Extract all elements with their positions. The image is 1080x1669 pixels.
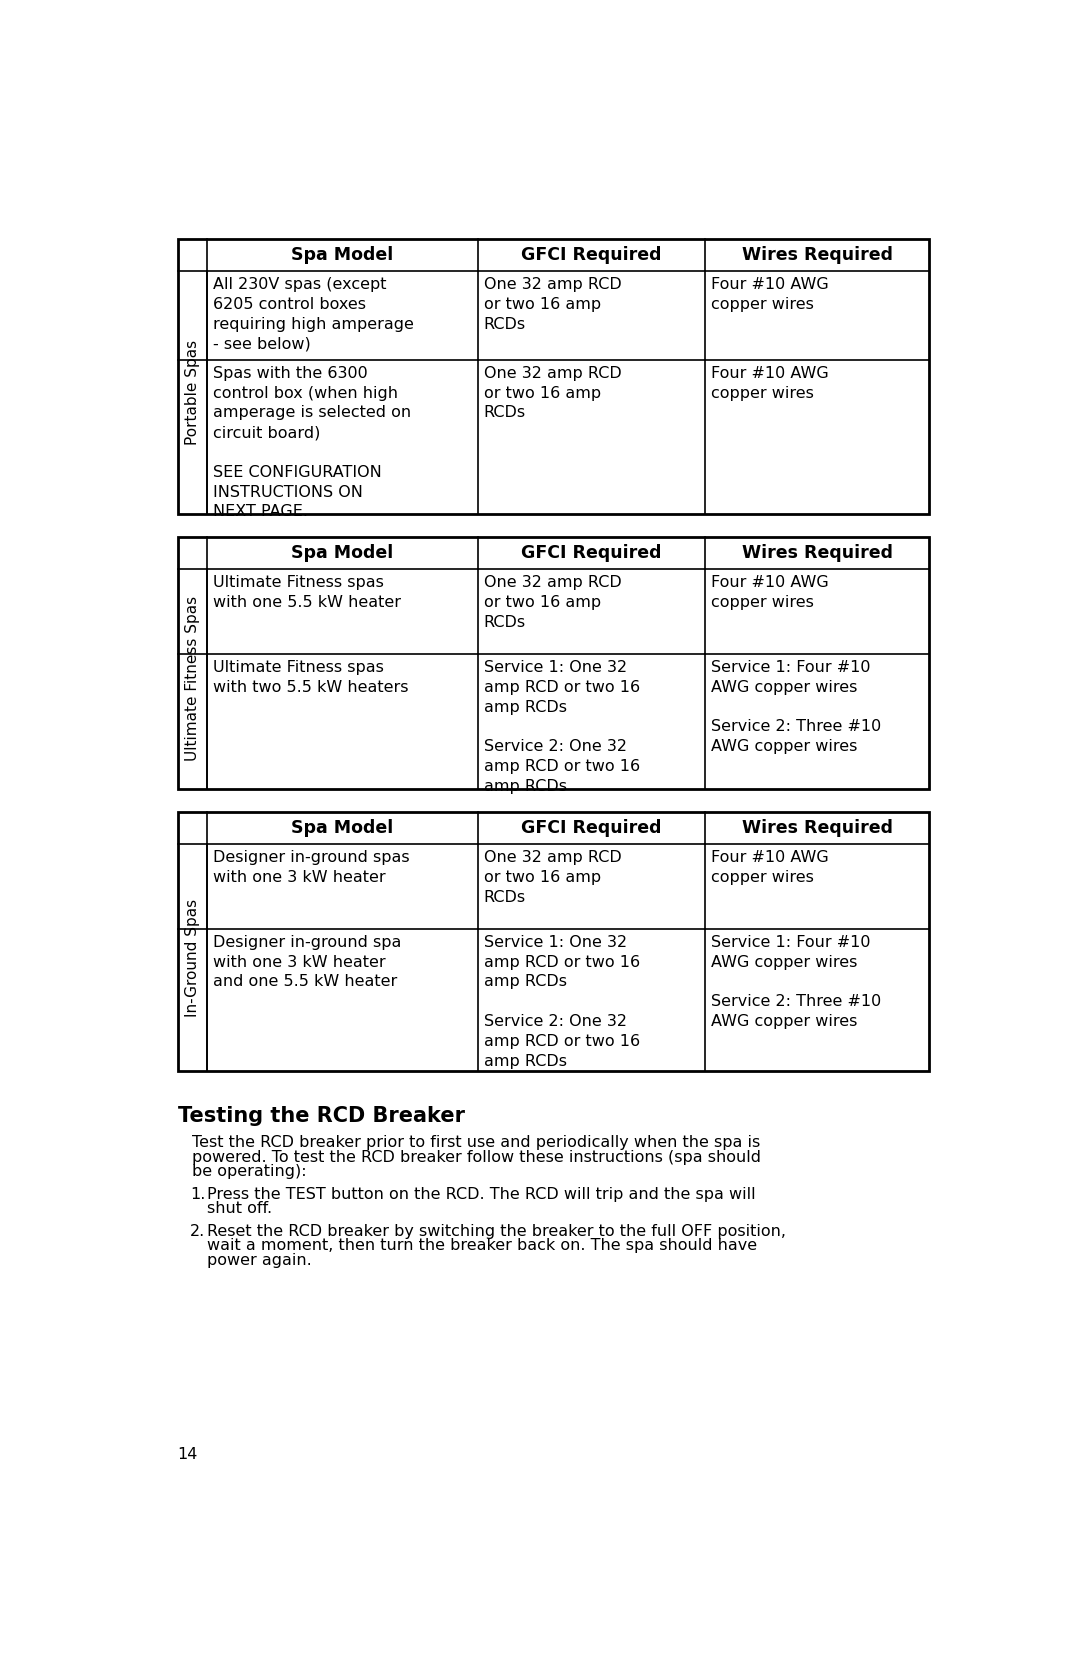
- Text: Wires Required: Wires Required: [742, 544, 892, 562]
- Bar: [177, 811, 930, 1071]
- Text: Four #10 AWG
copper wires: Four #10 AWG copper wires: [711, 277, 828, 312]
- Text: All 230V spas (except
6205 control boxes
requiring high amperage
- see below): All 230V spas (except 6205 control boxes…: [213, 277, 414, 352]
- Text: powered. To test the RCD breaker follow these instructions (spa should: powered. To test the RCD breaker follow …: [191, 1150, 760, 1165]
- Text: Ultimate Fitness spas
with two 5.5 kW heaters: Ultimate Fitness spas with two 5.5 kW he…: [213, 659, 408, 694]
- Text: 14: 14: [177, 1447, 198, 1462]
- Text: Spa Model: Spa Model: [292, 245, 393, 264]
- Bar: [177, 239, 930, 514]
- Text: One 32 amp RCD
or two 16 amp
RCDs: One 32 amp RCD or two 16 amp RCDs: [484, 366, 621, 421]
- Text: Service 1: One 32
amp RCD or two 16
amp RCDs

Service 2: One 32
amp RCD or two 1: Service 1: One 32 amp RCD or two 16 amp …: [484, 659, 639, 794]
- Text: Ultimate Fitness spas
with one 5.5 kW heater: Ultimate Fitness spas with one 5.5 kW he…: [213, 576, 402, 611]
- Text: Ultimate Fitness Spas: Ultimate Fitness Spas: [185, 596, 200, 761]
- Text: Spa Model: Spa Model: [292, 544, 393, 562]
- Text: Four #10 AWG
copper wires: Four #10 AWG copper wires: [711, 850, 828, 885]
- Text: Press the TEST button on the RCD. The RCD will trip and the spa will: Press the TEST button on the RCD. The RC…: [207, 1187, 756, 1202]
- Text: In-Ground Spas: In-Ground Spas: [185, 898, 200, 1016]
- Text: One 32 amp RCD
or two 16 amp
RCDs: One 32 amp RCD or two 16 amp RCDs: [484, 850, 621, 905]
- Text: Testing the RCD Breaker: Testing the RCD Breaker: [177, 1107, 464, 1127]
- Text: Wires Required: Wires Required: [742, 819, 892, 836]
- Bar: [177, 537, 930, 788]
- Text: Reset the RCD breaker by switching the breaker to the full OFF position,: Reset the RCD breaker by switching the b…: [207, 1223, 786, 1238]
- Text: Portable Spas: Portable Spas: [185, 340, 200, 446]
- Text: Test the RCD breaker prior to first use and periodically when the spa is: Test the RCD breaker prior to first use …: [191, 1135, 760, 1150]
- Text: One 32 amp RCD
or two 16 amp
RCDs: One 32 amp RCD or two 16 amp RCDs: [484, 576, 621, 629]
- Text: wait a moment, then turn the breaker back on. The spa should have: wait a moment, then turn the breaker bac…: [207, 1238, 757, 1253]
- Text: GFCI Required: GFCI Required: [521, 819, 661, 836]
- Text: Four #10 AWG
copper wires: Four #10 AWG copper wires: [711, 576, 828, 611]
- Text: Spa Model: Spa Model: [292, 819, 393, 836]
- Text: Service 1: Four #10
AWG copper wires

Service 2: Three #10
AWG copper wires: Service 1: Four #10 AWG copper wires Ser…: [711, 659, 881, 754]
- Text: One 32 amp RCD
or two 16 amp
RCDs: One 32 amp RCD or two 16 amp RCDs: [484, 277, 621, 332]
- Text: Service 1: One 32
amp RCD or two 16
amp RCDs

Service 2: One 32
amp RCD or two 1: Service 1: One 32 amp RCD or two 16 amp …: [484, 935, 639, 1068]
- Text: 1.: 1.: [190, 1187, 205, 1202]
- Text: GFCI Required: GFCI Required: [521, 245, 661, 264]
- Text: Service 1: Four #10
AWG copper wires

Service 2: Three #10
AWG copper wires: Service 1: Four #10 AWG copper wires Ser…: [711, 935, 881, 1030]
- Text: be operating):: be operating):: [191, 1165, 307, 1180]
- Text: Designer in-ground spa
with one 3 kW heater
and one 5.5 kW heater: Designer in-ground spa with one 3 kW hea…: [213, 935, 402, 990]
- Text: Spas with the 6300
control box (when high
amperage is selected on
circuit board): Spas with the 6300 control box (when hig…: [213, 366, 411, 519]
- Text: 2.: 2.: [190, 1223, 205, 1238]
- Text: Four #10 AWG
copper wires: Four #10 AWG copper wires: [711, 366, 828, 401]
- Text: power again.: power again.: [207, 1253, 312, 1268]
- Text: GFCI Required: GFCI Required: [521, 544, 661, 562]
- Text: Designer in-ground spas
with one 3 kW heater: Designer in-ground spas with one 3 kW he…: [213, 850, 410, 885]
- Text: Wires Required: Wires Required: [742, 245, 892, 264]
- Text: shut off.: shut off.: [207, 1202, 272, 1217]
